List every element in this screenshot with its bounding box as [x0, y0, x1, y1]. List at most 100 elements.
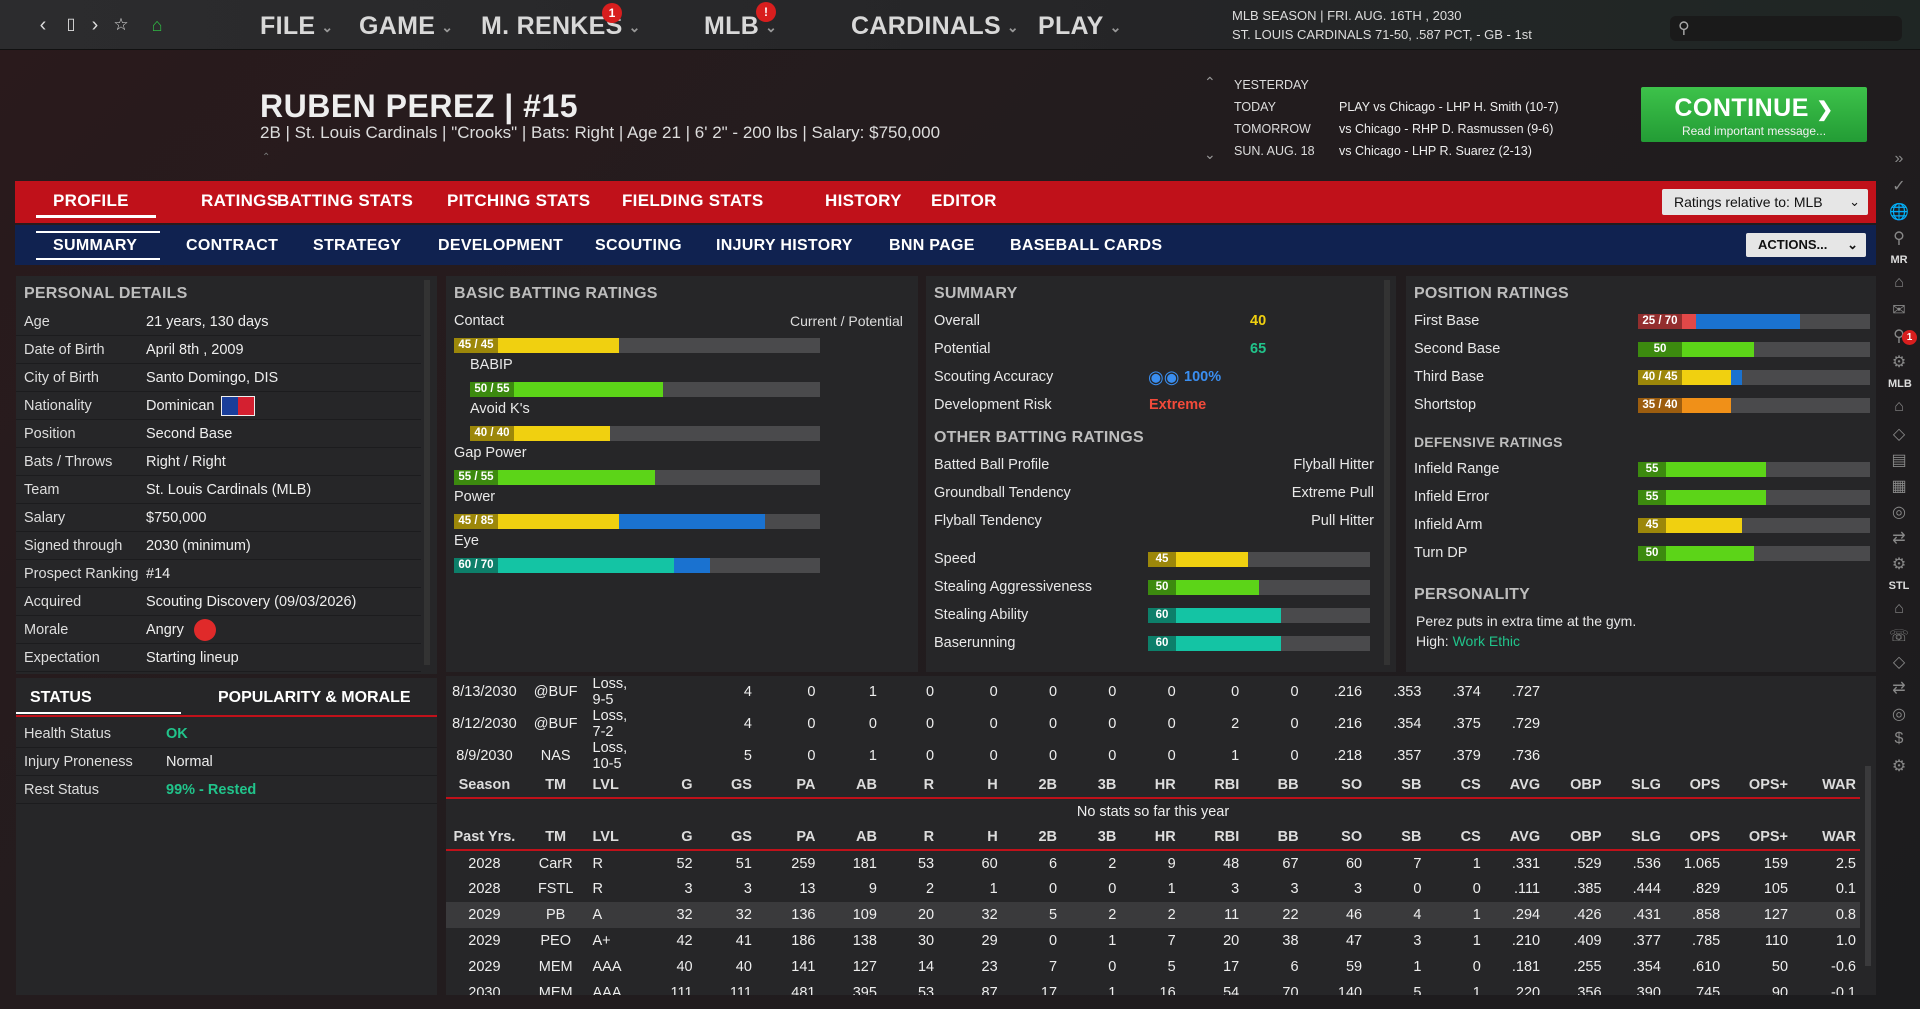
home-icon[interactable]: ⌂	[151, 15, 163, 35]
tab-summary[interactable]: SUMMARY	[53, 237, 138, 254]
stat-cell: 47	[1345, 933, 1363, 949]
home-icon[interactable]: ⌂	[1894, 274, 1904, 291]
search-input[interactable]: ⚲	[1670, 16, 1902, 41]
notification-badge: 1	[602, 3, 622, 23]
stat-cell: 0	[1108, 684, 1117, 700]
trade-icon[interactable]: ⇄	[1892, 530, 1906, 547]
ball-icon[interactable]: ◎	[1892, 706, 1906, 723]
home-icon[interactable]: ⌂	[1894, 600, 1904, 617]
menu-cardinals[interactable]: CARDINALS ⌄	[851, 12, 1019, 40]
menu-file[interactable]: FILE ⌄	[260, 12, 334, 40]
rating-bar: 40 / 40	[470, 426, 820, 441]
stat-cell: SLG	[1605, 772, 1665, 799]
mlb-label: MLB	[1888, 378, 1912, 390]
stat-cell: G	[641, 772, 697, 799]
current-fill	[454, 338, 619, 353]
collapse-icon[interactable]: ⌃	[262, 152, 271, 163]
tab-history[interactable]: HISTORY	[825, 191, 902, 210]
settings-icon[interactable]: ⚙	[1891, 556, 1907, 573]
star-icon[interactable]: ☆	[113, 15, 129, 34]
tab-strategy[interactable]: STRATEGY	[313, 237, 402, 254]
stats-table: 8/13/2030 @BUF Loss, 9-5 4 0 1 0 0 0 0 0 0 0.216.353…	[446, 676, 1860, 995]
finance-icon[interactable]: $	[1894, 730, 1904, 747]
scrollbar[interactable]	[1865, 766, 1871, 966]
stat-cell: HR	[1120, 824, 1180, 851]
stat-cell: 87	[981, 985, 998, 995]
stat-cell: .390	[1632, 985, 1661, 995]
personal-rows: Age 21 years, 130 days Date of Birth April …	[16, 308, 421, 672]
schedule-row[interactable]: TOMORROW vs Chicago - RHP D. Rasmussen (9…	[1234, 122, 1554, 136]
past-header-row: Past Yrs. TM LVL G GS PA AB R H 2B 3B HR RBI BB SO SB CS…	[446, 824, 1860, 851]
schedule-down-icon[interactable]: ⌄	[1204, 146, 1216, 162]
forward-icon[interactable]: ›	[91, 14, 99, 36]
settings-icon[interactable]: ⚙	[1891, 758, 1907, 775]
actions-dropdown[interactable]: ACTIONS... ⌄	[1746, 233, 1866, 257]
window-icon[interactable]: ▯	[66, 16, 76, 33]
potential-value: 65	[1250, 341, 1267, 357]
tab-development[interactable]: DEVELOPMENT	[438, 237, 564, 254]
current-fill	[1148, 552, 1248, 567]
mail-icon[interactable]: ✉	[1892, 302, 1906, 319]
collapse-sidebar-icon[interactable]: »	[1894, 150, 1904, 167]
phone-icon[interactable]: ☏	[1888, 628, 1909, 645]
schedule-row[interactable]: TODAY PLAY vs Chicago - LHP H. Smith (10-…	[1234, 100, 1559, 114]
tab-batting-stats[interactable]: BATTING STATS	[277, 191, 414, 210]
schedule-up-icon[interactable]: ⌃	[1204, 74, 1216, 90]
tab-scouting[interactable]: SCOUTING	[595, 237, 682, 254]
stat-cell: 1	[1472, 907, 1481, 923]
tab-profile[interactable]: PROFILE	[53, 191, 129, 210]
schedule-row[interactable]: SUN. AUG. 18 vs Chicago - LHP R. Suarez (…	[1234, 144, 1532, 158]
settings-icon[interactable]: ⚙	[1891, 354, 1907, 371]
tab-ratings[interactable]: RATINGS	[201, 191, 279, 210]
detail-label: Date of Birth	[24, 342, 105, 358]
stat-cell: Loss, 10-5	[592, 740, 628, 772]
news-icon[interactable]: ▤	[1891, 452, 1907, 469]
scrollbar[interactable]	[424, 280, 430, 665]
trade-icon[interactable]: ⇄	[1892, 680, 1906, 697]
menu-manager[interactable]: M. RENKES ⌄	[481, 12, 641, 40]
pin-icon[interactable]: ⚲	[1893, 230, 1905, 247]
scrollbar[interactable]	[1384, 280, 1390, 665]
diamond-icon[interactable]: ◇	[1892, 426, 1906, 443]
menu-mlb[interactable]: MLB ⌄	[704, 12, 778, 40]
continue-button[interactable]: CONTINUE ❯ Read important message...	[1641, 87, 1867, 142]
menu-play[interactable]: PLAY ⌄	[1038, 12, 1122, 40]
tab-baseball-cards[interactable]: BASEBALL CARDS	[1010, 237, 1163, 254]
ball-icon[interactable]: ◎	[1892, 504, 1906, 521]
menu-game[interactable]: GAME ⌄	[359, 12, 454, 40]
check-icon[interactable]: ✓	[1892, 178, 1906, 195]
stat-cell: 2	[926, 881, 935, 897]
stat-cell: OPS	[1664, 824, 1725, 851]
tab-injury-history[interactable]: INJURY HISTORY	[716, 237, 853, 254]
stat-cell: 0	[1472, 959, 1481, 975]
tab-pitching-stats[interactable]: PITCHING STATS	[447, 191, 591, 210]
stat-cell: 0	[1167, 684, 1176, 700]
tab-bnn-page[interactable]: BNN PAGE	[889, 237, 975, 254]
search-icon[interactable]: ⚲	[1893, 328, 1905, 345]
detail-value: Second Base	[146, 426, 233, 442]
binoculars-icon: ◉◉	[1148, 367, 1180, 387]
detail-label: Nationality	[24, 398, 92, 414]
tab-editor[interactable]: EDITOR	[931, 191, 997, 210]
diamond-icon[interactable]: ◇	[1892, 654, 1906, 671]
tab-contract[interactable]: CONTRACT	[186, 237, 279, 254]
rating-bar: 55	[1638, 462, 1870, 477]
detail-label: Bats / Throws	[24, 454, 113, 470]
stats-icon[interactable]: ▦	[1891, 478, 1907, 495]
stat-cell: .736	[1511, 748, 1541, 764]
back-icon[interactable]: ‹	[39, 14, 47, 36]
stat-cell: RBI	[1179, 772, 1244, 799]
home-icon[interactable]: ⌂	[1894, 398, 1904, 415]
schedule-list: YESTERDAY TODAY PLAY vs Chicago - LHP H. …	[1234, 74, 1559, 162]
stat-cell: 2.5	[1835, 855, 1856, 872]
stat-cell: CS	[1425, 772, 1485, 799]
stat-cell: 7	[1413, 855, 1422, 872]
rating-bar: 60	[1148, 608, 1370, 623]
ratings-relative-dropdown[interactable]: Ratings relative to: MLB ⌄	[1662, 189, 1868, 215]
globe-icon[interactable]: 🌐	[1889, 204, 1909, 221]
tab-fielding-stats[interactable]: FIELDING STATS	[622, 191, 764, 210]
tab-popularity-morale[interactable]: POPULARITY & MORALE	[218, 689, 411, 706]
detail-row: Expectation Starting lineup	[16, 644, 421, 672]
stat-cell: @BUF	[533, 684, 578, 700]
tab-status[interactable]: STATUS	[30, 689, 92, 706]
